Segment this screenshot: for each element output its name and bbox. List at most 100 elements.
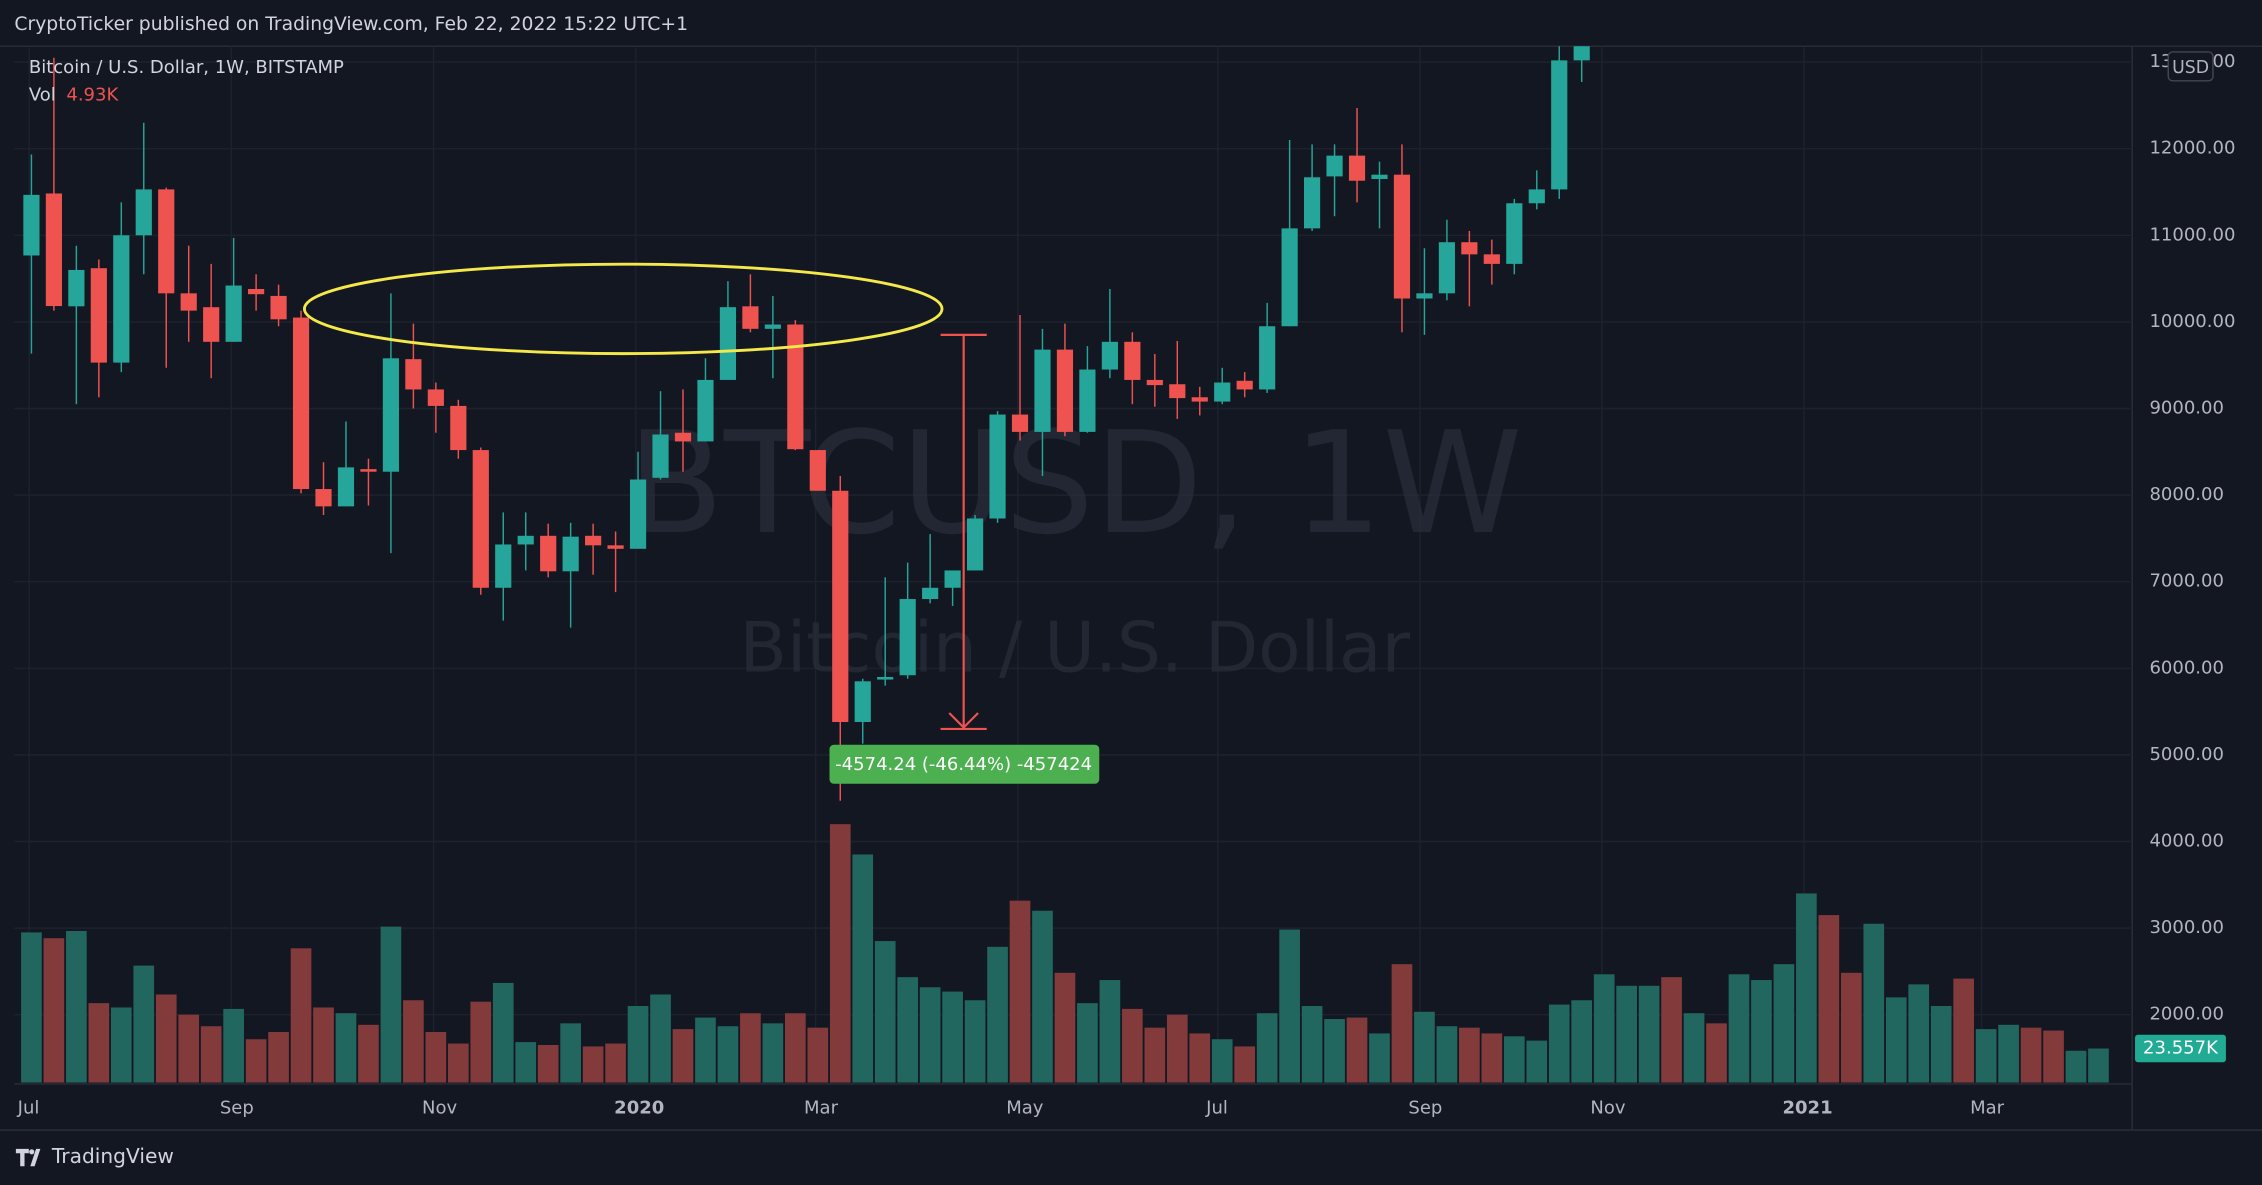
- axes: 2000.00 3000.00 4000.00 5000.00 6000.00 7000.…: [17, 51, 2236, 1118]
- x-tick-label: Mar: [1970, 1097, 2005, 1118]
- candle-body: [270, 295, 287, 320]
- volume-bar: [2065, 1050, 2087, 1083]
- volume-bar: [425, 1032, 447, 1083]
- volume-bar: [1189, 1033, 1211, 1083]
- volume-bar: [1301, 1006, 1323, 1083]
- candle-body: [450, 405, 467, 451]
- volume-bar: [1369, 1033, 1390, 1083]
- volume-bar: [1930, 1006, 1952, 1083]
- candle-body: [1506, 203, 1523, 264]
- candle-body: [135, 189, 152, 236]
- candle-body: [495, 544, 512, 588]
- volume-bar: [290, 948, 312, 1083]
- x-tick-label: May: [1006, 1097, 1044, 1118]
- candle-body: [719, 307, 737, 380]
- volume-value-label: 23.557K: [2143, 1038, 2219, 1059]
- candle-body: [90, 268, 107, 363]
- logo-mark: [15, 1148, 41, 1167]
- x-tick-label: Mar: [804, 1097, 839, 1118]
- volume-bar: [1526, 1040, 1548, 1083]
- volume-bar: [1122, 1008, 1143, 1083]
- candle-body: [1034, 349, 1051, 432]
- volume-bar: [133, 965, 155, 1083]
- candle-body: [1393, 174, 1411, 299]
- volume-bar: [1459, 1027, 1480, 1083]
- candle-body: [1326, 155, 1343, 177]
- volume-bar: [43, 938, 65, 1083]
- y-tick-label: 8000.00: [2149, 484, 2223, 505]
- y-tick-label: 4000.00: [2149, 831, 2223, 852]
- volume-bar: [1975, 1029, 1997, 1083]
- candle-body: [337, 467, 355, 507]
- candle-body: [68, 269, 85, 307]
- volume-bar: [964, 1000, 986, 1083]
- candle-body: [764, 324, 781, 329]
- volume-bar: [942, 991, 963, 1083]
- measure-arrow: [948, 712, 979, 729]
- candle-body: [1483, 254, 1500, 264]
- candle-body: [315, 489, 332, 507]
- volume-bar: [784, 1013, 806, 1083]
- volume-bar: [178, 1014, 200, 1083]
- candle-body: [1191, 397, 1208, 402]
- volume-bar: [492, 982, 514, 1083]
- candle-body: [23, 194, 40, 256]
- volume-bar: [1234, 1046, 1256, 1083]
- volume-bar: [1166, 1014, 1188, 1083]
- volume-bar: [1077, 1003, 1098, 1083]
- candle-body: [944, 570, 961, 588]
- candle-body: [248, 288, 265, 295]
- candle-body: [1169, 384, 1186, 399]
- volume-bar: [1391, 964, 1413, 1083]
- volume-bar: [807, 1027, 829, 1083]
- volume-bar: [1706, 1023, 1727, 1083]
- currency-box[interactable]: [2167, 51, 2214, 82]
- y-tick-label: 12000.00: [2149, 138, 2235, 159]
- y-tick-label: 3000.00: [2149, 917, 2223, 938]
- candle-body: [607, 545, 624, 549]
- volume-bar: [874, 941, 896, 1083]
- volume-bar: [380, 926, 402, 1083]
- candle-body: [427, 389, 444, 406]
- x-tick-label: Nov: [1590, 1097, 1625, 1118]
- candle-body: [877, 676, 894, 680]
- currency[interactable]: USD: [2172, 58, 2209, 78]
- candle-body: [1146, 379, 1163, 386]
- highlight-ellipse: [302, 262, 944, 356]
- candle-body: [158, 189, 175, 294]
- brand-logo: [15, 1148, 41, 1167]
- x-tick-label: Sep: [1408, 1097, 1442, 1118]
- candle-body: [1416, 293, 1433, 299]
- volume-bar: [1998, 1024, 2019, 1083]
- volume-bar: [1054, 972, 1076, 1083]
- candle-body: [1348, 155, 1366, 181]
- candle-body: [540, 535, 557, 572]
- candle-body: [629, 479, 647, 549]
- volume-bar: [155, 994, 177, 1083]
- candle-body: [1304, 177, 1321, 229]
- candle-body: [1079, 369, 1096, 432]
- x-tick-label: Jul: [17, 1097, 40, 1118]
- volume-bar: [762, 1023, 784, 1083]
- volume-label-box: [2135, 1034, 2226, 1063]
- volume-bar: [515, 1042, 537, 1083]
- volume-bar: [1099, 980, 1121, 1083]
- candle-body: [674, 432, 692, 442]
- watermark: BTCUSD, 1W: [627, 402, 1522, 566]
- volume-bar: [672, 1029, 694, 1083]
- volume-bar: [88, 1003, 110, 1083]
- volume-bar: [1009, 900, 1031, 1083]
- volume-bar: [1885, 997, 1907, 1083]
- volume-bar: [313, 1007, 334, 1083]
- volume-bar: [1616, 985, 1637, 1083]
- brand: TradingView: [51, 1144, 174, 1168]
- candle-body: [517, 535, 534, 545]
- measure-box: [829, 744, 1100, 784]
- candle-body: [180, 293, 197, 311]
- annotations: -4574.24 (-46.44%) -457424: [302, 262, 1100, 784]
- volume-bar: [470, 1001, 492, 1083]
- y-tick-label: 5000.00: [2149, 744, 2223, 765]
- volume-bar: [695, 1017, 716, 1083]
